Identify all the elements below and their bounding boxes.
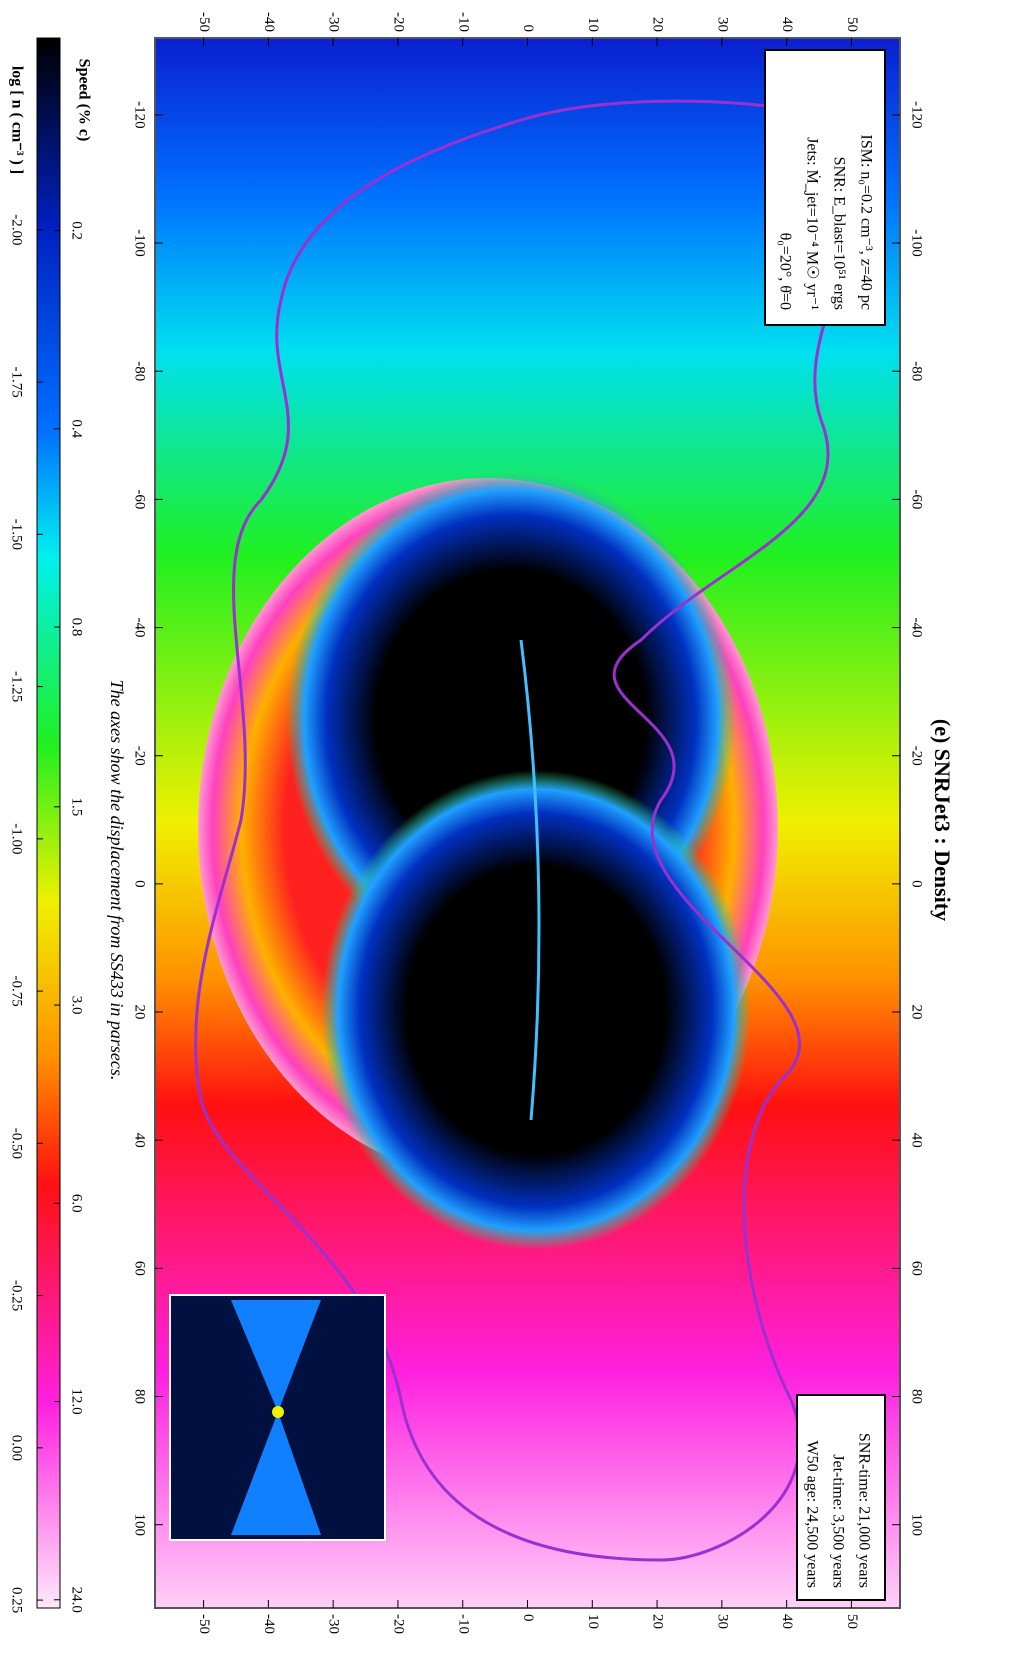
y-tick-label: -10 bbox=[455, 1614, 471, 1634]
x-tick-label: 100 bbox=[909, 1513, 925, 1536]
time-text: SNR-time: 21,000 years bbox=[855, 1433, 872, 1588]
x-tick-label: -100 bbox=[132, 229, 148, 257]
colorbar-tick-label: -1.50 bbox=[9, 519, 25, 550]
y-tick-label: -20 bbox=[390, 1614, 406, 1634]
colorbar-tick-label: -2.00 bbox=[9, 214, 25, 245]
x-tick-label: -80 bbox=[909, 361, 925, 381]
y-tick-label: 40 bbox=[779, 1614, 795, 1629]
parameter-text: ISM: n₀=0.2 cm⁻³, z=40 pc bbox=[857, 134, 874, 310]
x-tick-label: 20 bbox=[132, 1005, 148, 1020]
colorbar-label: log [ n ( cm⁻³ ) ] bbox=[8, 66, 25, 174]
y-tick-label: -30 bbox=[326, 1614, 342, 1634]
x-tick-label: 80 bbox=[909, 1389, 925, 1404]
speed-tick-label: 0.8 bbox=[69, 618, 85, 637]
parameter-text: θ₀=20°, θ̇=0 bbox=[776, 233, 793, 310]
colorbar-tick-label: -0.50 bbox=[9, 1128, 25, 1159]
radio-contour bbox=[194, 99, 859, 1562]
speed-label: Speed (% c) bbox=[75, 59, 92, 142]
y-tick-label: -50 bbox=[196, 12, 212, 32]
x-tick-label: 40 bbox=[132, 1133, 148, 1148]
colorbar-tick-label: 0.25 bbox=[9, 1587, 25, 1613]
x-tick-label: -80 bbox=[132, 361, 148, 381]
y-tick-label: 0 bbox=[520, 25, 536, 33]
x-tick-label: -20 bbox=[132, 746, 148, 766]
x-tick-label: -60 bbox=[132, 489, 148, 509]
times-box bbox=[796, 1394, 886, 1601]
colorbar-tick-label: 0.00 bbox=[9, 1435, 25, 1461]
x-tick-label: 80 bbox=[132, 1389, 148, 1404]
time-text: Jet-time: 3,500 years bbox=[829, 1454, 846, 1588]
inset-source bbox=[272, 1406, 284, 1418]
y-tick-label: -50 bbox=[196, 1614, 212, 1634]
x-tick-label: -60 bbox=[909, 489, 925, 509]
speed-tick-label: 3.0 bbox=[69, 996, 85, 1015]
y-tick-label: 30 bbox=[714, 1614, 730, 1629]
parameters-box bbox=[764, 49, 886, 326]
jet bbox=[519, 639, 541, 1121]
speed-tick-label: 12.0 bbox=[69, 1388, 85, 1414]
colorbar-tick-label: -1.75 bbox=[9, 366, 25, 397]
parameter-text: SNR: E_blast=10⁵¹ ergs bbox=[830, 157, 847, 310]
x-tick-label: 60 bbox=[132, 1261, 148, 1276]
bubble-east bbox=[321, 770, 751, 1250]
y-tick-label: -20 bbox=[390, 12, 406, 32]
y-tick-label: 0 bbox=[520, 1614, 536, 1622]
y-tick-label: 10 bbox=[585, 1614, 601, 1629]
speed-tick-label: 6.0 bbox=[69, 1194, 85, 1213]
y-tick-label: 40 bbox=[779, 17, 795, 32]
rotated-figure: (e) SNRJet3 : Density Speed (% c) log [ … bbox=[8, 12, 955, 1634]
colorbar-tick-label: -1.25 bbox=[9, 671, 25, 702]
y-tick-label: 10 bbox=[585, 17, 601, 32]
x-tick-label: -20 bbox=[909, 746, 925, 766]
x-tick-label: 100 bbox=[132, 1513, 148, 1536]
x-tick-label: -40 bbox=[909, 618, 925, 638]
colorbar-tick-label: -1.00 bbox=[9, 823, 25, 854]
colorbar bbox=[36, 37, 61, 1609]
y-tick-label: -40 bbox=[261, 12, 277, 32]
y-tick-label: -40 bbox=[261, 1614, 277, 1634]
y-tick-label: -30 bbox=[326, 12, 342, 32]
time-text: W50 age: 24,500 years bbox=[803, 1440, 820, 1588]
chart-title: (e) SNRJet3 : Density bbox=[930, 719, 955, 921]
caption: The axes show the displacement from SS43… bbox=[107, 680, 127, 1081]
colorbar-tick-label: -0.25 bbox=[9, 1280, 25, 1311]
speed-tick-label: 0.4 bbox=[69, 419, 85, 438]
speed-tick-label: 24.0 bbox=[69, 1587, 85, 1613]
x-tick-label: 40 bbox=[909, 1133, 925, 1148]
parameter-text: Jets: Ṁ_jet=10⁻⁴ M☉ yr⁻¹ bbox=[803, 137, 821, 310]
x-tick-label: -120 bbox=[909, 101, 925, 129]
y-tick-label: 20 bbox=[650, 1614, 666, 1629]
y-tick-label: -10 bbox=[455, 12, 471, 32]
speed-tick-label: 1.5 bbox=[69, 797, 85, 816]
y-tick-label: 50 bbox=[844, 1614, 860, 1629]
y-tick-label: 50 bbox=[844, 17, 860, 32]
speed-tick-label: 0.2 bbox=[69, 221, 85, 240]
x-tick-label: -40 bbox=[132, 618, 148, 638]
x-tick-label: 20 bbox=[909, 1005, 925, 1020]
x-tick-label: 0 bbox=[909, 880, 925, 888]
y-tick-label: 30 bbox=[714, 17, 730, 32]
x-tick-label: 60 bbox=[909, 1261, 925, 1276]
x-tick-label: 0 bbox=[132, 880, 148, 888]
y-tick-label: 20 bbox=[650, 17, 666, 32]
x-tick-label: -100 bbox=[909, 229, 925, 257]
x-tick-label: -120 bbox=[132, 101, 148, 129]
density-image bbox=[155, 38, 900, 1608]
colorbar-tick-label: -0.75 bbox=[9, 975, 25, 1006]
